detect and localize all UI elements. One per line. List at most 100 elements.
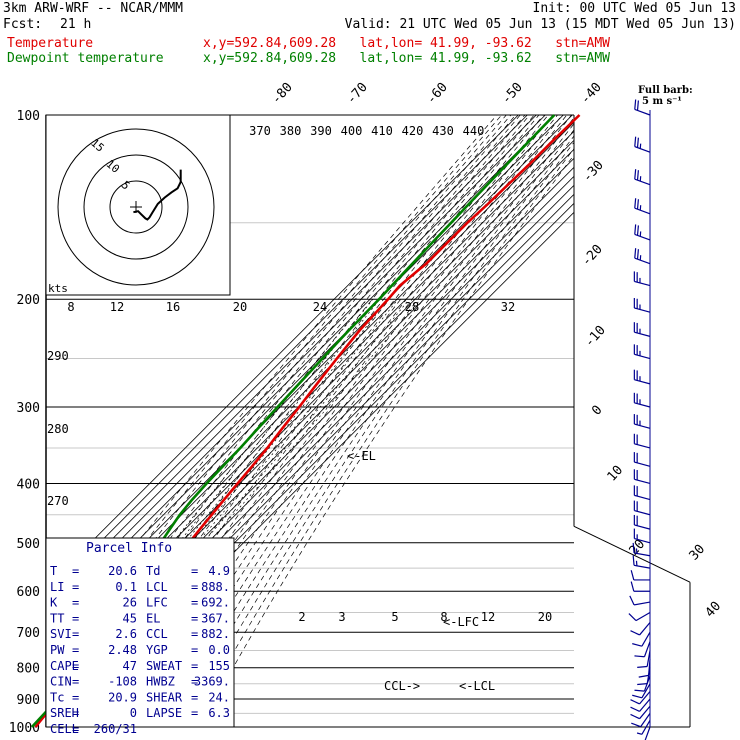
parcel-value: 20.9 <box>108 690 137 704</box>
wind-barb <box>633 344 651 360</box>
dewpoint-legend: Dewpoint temperature <box>7 51 164 66</box>
pressure-label: 100 <box>17 109 40 124</box>
parcel-key: HWBZ <box>146 675 175 689</box>
parcel-eq: = <box>72 564 79 578</box>
parcel-eq: = <box>191 675 198 689</box>
parcel-key: LI <box>50 580 64 594</box>
theta-e-label: 400 <box>341 124 363 138</box>
wind-barb <box>633 433 651 449</box>
parcel-info-frame <box>45 537 235 728</box>
parcel-eq: = <box>191 564 198 578</box>
wind-barb <box>633 271 651 287</box>
theta-e-label: 390 <box>310 124 332 138</box>
model-title: 3km ARW-WRF -- NCAR/MMM <box>3 1 184 16</box>
parcel-eq: = <box>72 627 79 641</box>
isotherm-line <box>46 115 555 727</box>
isotherm-line <box>46 115 537 727</box>
parcel-key: LAPSE <box>146 706 182 720</box>
parcel-key: CCL <box>146 627 168 641</box>
parcel-value: 888. <box>201 580 230 594</box>
wind-barb <box>633 414 651 429</box>
parcel-key: K <box>50 596 58 610</box>
mixing-ratio-label: 3 <box>338 610 345 624</box>
valid-time: Valid: 21 UTC Wed 05 Jun 13 (15 MDT Wed … <box>344 17 736 32</box>
moist-adiabat-label: 20 <box>233 300 247 314</box>
isotherm-label: -40 <box>578 80 605 107</box>
isotherm-label: 30 <box>687 542 709 564</box>
temperature-legend: Temperature <box>7 36 94 51</box>
wind-barb <box>634 641 651 658</box>
forecast-hour: 21 h <box>60 17 92 32</box>
wind-barb <box>636 719 651 735</box>
parcel-value: 3369. <box>194 675 230 689</box>
wind-barb <box>634 169 651 186</box>
wind-barb <box>633 298 651 313</box>
parcel-eq: = <box>72 596 79 610</box>
theta-e-label: 440 <box>463 124 485 138</box>
parcel-eq: = <box>72 675 79 689</box>
parcel-value: 0.0 <box>208 643 230 657</box>
theta-e-label: 420 <box>402 124 424 138</box>
isotherm-label: 10 <box>605 463 627 485</box>
wind-barb <box>628 611 651 622</box>
dry-adiabat <box>56 115 530 727</box>
dewpoint-location: x,y=592.84,609.28 lat,lon= 41.99, -93.62… <box>203 51 610 66</box>
parcel-value: 2.48 <box>108 643 137 657</box>
wind-barb <box>633 369 651 385</box>
wind-barb <box>630 581 650 592</box>
parcel-key: Tc <box>50 690 64 704</box>
wind-barb <box>637 650 651 668</box>
parcel-info-title: Parcel Info <box>86 541 172 556</box>
pressure-label: 600 <box>17 585 40 600</box>
dry-adiabat-label: 270 <box>47 494 69 508</box>
hodograph-ring <box>83 154 189 260</box>
parcel-eq: = <box>72 659 79 673</box>
moist-adiabat-label: 8 <box>67 300 74 314</box>
parcel-value: 45 <box>123 611 137 625</box>
mixing-ratio-label: 12 <box>481 610 495 624</box>
parcel-value: 155 <box>208 659 230 673</box>
isotherm-line <box>46 115 519 727</box>
moist-adiabat-label: 32 <box>501 300 515 314</box>
wind-barb <box>634 248 651 265</box>
parcel-value: 692. <box>201 596 230 610</box>
parcel-eq: = <box>191 659 198 673</box>
parcel-value: 260/31 <box>94 722 137 736</box>
wind-barb <box>630 698 651 712</box>
parcel-eq: = <box>72 611 79 625</box>
wind-barb <box>633 528 651 544</box>
dry-adiabat <box>146 117 574 727</box>
isotherm-label: -50 <box>499 80 526 107</box>
wind-barb <box>634 136 651 153</box>
pressure-label: 300 <box>17 401 40 416</box>
parcel-key: TT <box>50 611 64 625</box>
barb-legend: Full barb:5 m s⁻¹ <box>638 85 693 107</box>
dry-adiabat <box>46 115 521 717</box>
moist-adiabat-label: 16 <box>166 300 180 314</box>
barb-legend-line2: 5 m s⁻¹ <box>642 96 682 107</box>
level-annotation: <-LCL <box>459 679 495 693</box>
dry-adiabat <box>191 147 574 727</box>
parcel-eq: = <box>72 690 79 704</box>
parcel-value: 47 <box>123 659 137 673</box>
parcel-value: 6.3 <box>208 706 230 720</box>
pressure-label: 800 <box>17 662 40 677</box>
pressure-label: 900 <box>17 693 40 708</box>
parcel-key: LCL <box>146 580 168 594</box>
moist-adiabat-label: 24 <box>313 300 327 314</box>
parcel-value: 0.1 <box>115 580 137 594</box>
wind-barb <box>633 392 651 408</box>
pressure-label: 1000 <box>9 721 40 736</box>
parcel-value: 26 <box>123 596 137 610</box>
parcel-eq: = <box>72 706 79 720</box>
parcel-key: SREH <box>50 706 79 720</box>
parcel-eq: = <box>191 611 198 625</box>
parcel-key: Td <box>146 564 160 578</box>
forecast-label: Fcst: <box>3 17 43 32</box>
pressure-label: 700 <box>17 626 40 641</box>
level-annotation: <-EL <box>347 449 376 463</box>
isotherm-label: -60 <box>424 80 451 107</box>
parcel-value: 0 <box>130 706 137 720</box>
dry-adiabat <box>155 123 574 727</box>
